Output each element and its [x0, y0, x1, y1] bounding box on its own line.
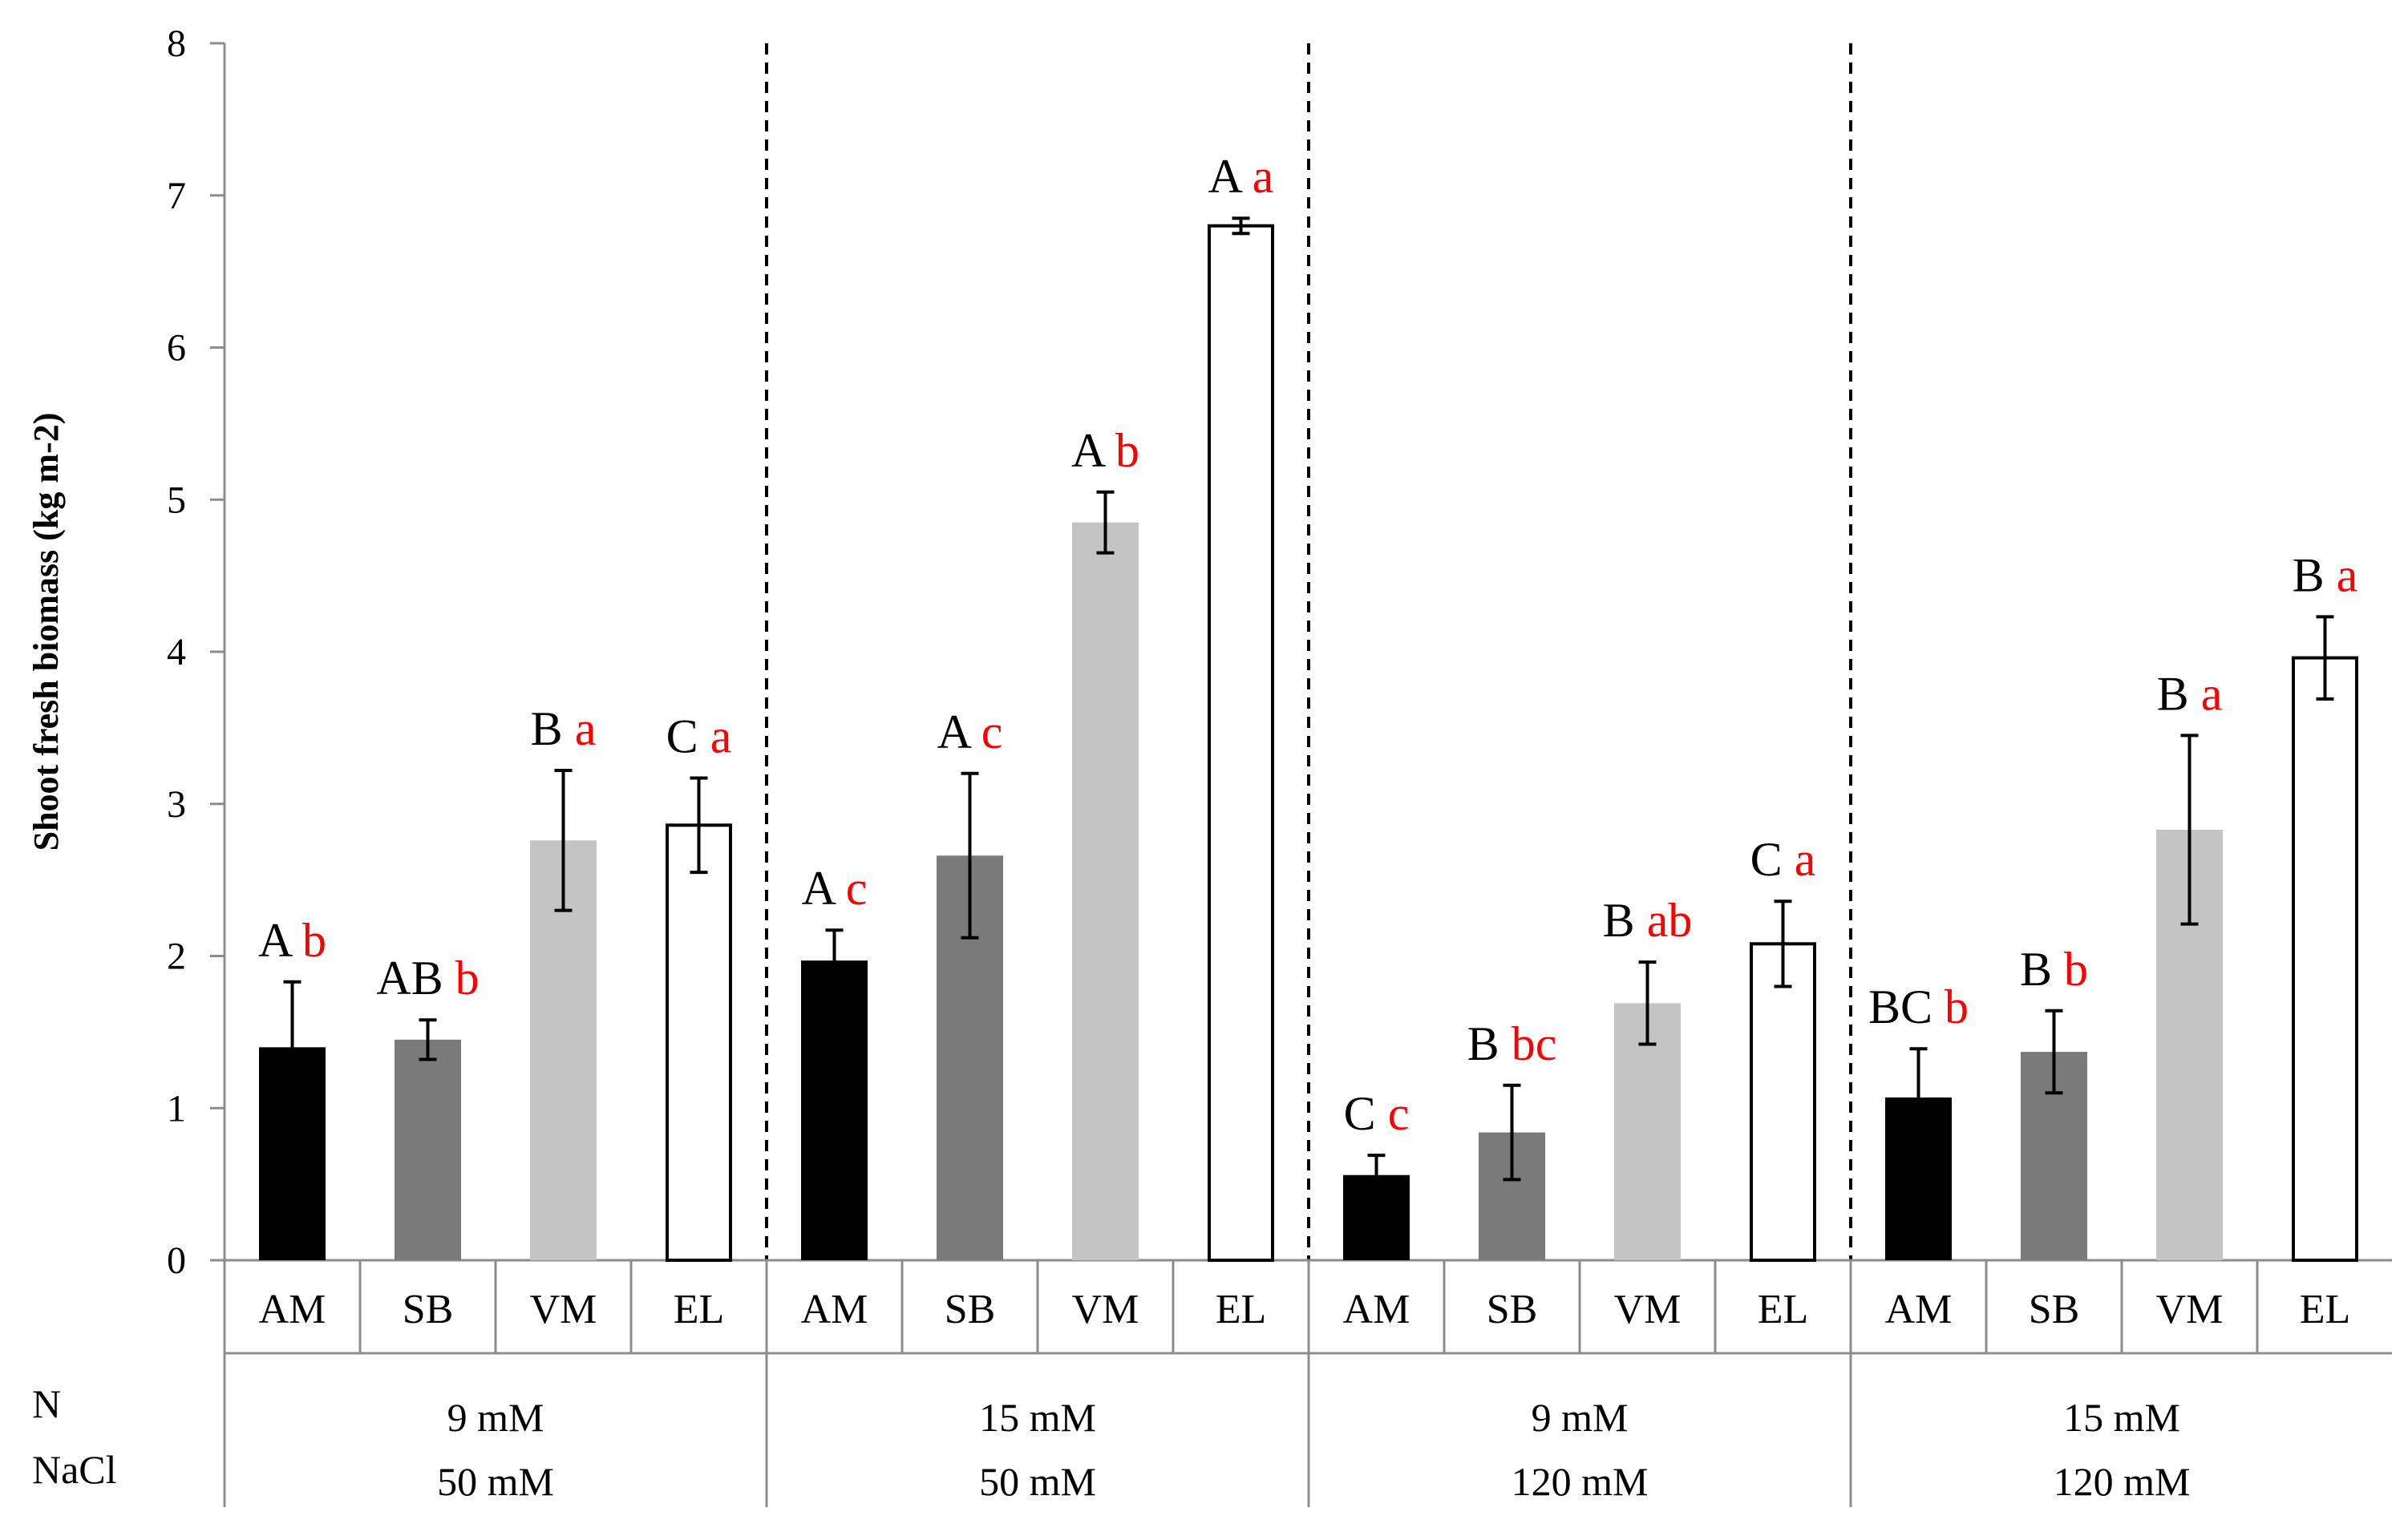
error-bars	[283, 216, 2334, 1197]
group-label-nacl: 50 mM	[437, 1459, 554, 1504]
significance-lower: c	[1388, 1087, 1410, 1140]
bar-el	[1750, 942, 1816, 1262]
significance-lower: a	[710, 709, 732, 762]
significance-lower: bc	[1512, 1017, 1557, 1070]
significance-label: A b	[1071, 424, 1139, 477]
bar-el	[666, 823, 732, 1262]
significance-upper: C	[1344, 1087, 1388, 1140]
category-label-vm: VM	[530, 1287, 597, 1332]
group-label-nacl: 120 mM	[1512, 1459, 1649, 1504]
axes: 0 1 2 3 4 5 6 7 8	[167, 22, 2392, 1507]
bar-vm	[1072, 522, 1139, 1260]
significance-upper: A	[1208, 150, 1253, 203]
category-label-sb: SB	[1487, 1287, 1538, 1332]
significance-lower: a	[2337, 548, 2358, 601]
significance-lower: a	[1795, 833, 1816, 886]
y-tick-label: 2	[167, 936, 186, 978]
significance-lower: a	[1253, 150, 1274, 203]
bars	[259, 224, 2358, 1263]
y-tick-label: 5	[167, 479, 186, 521]
significance-label: A c	[802, 862, 868, 915]
category-label-el: EL	[2300, 1287, 2351, 1332]
significance-label: B bc	[1467, 1017, 1557, 1070]
significance-upper: BC	[1868, 980, 1945, 1033]
significance-upper: A	[802, 862, 846, 915]
significance-label: B a	[2293, 548, 2358, 601]
significance-upper: B	[531, 702, 575, 755]
group-label-n: 9 mM	[1532, 1395, 1629, 1440]
row-label-n: N	[32, 1381, 61, 1426]
significance-lower: ab	[1647, 894, 1693, 947]
significance-label: B ab	[1603, 894, 1693, 947]
significance-label: B a	[531, 702, 597, 755]
significance-upper: C	[1750, 833, 1795, 886]
category-label-am: AM	[1343, 1287, 1410, 1332]
y-tick-label: 7	[167, 175, 186, 217]
bar-el	[1208, 224, 1274, 1263]
category-label-am: AM	[1885, 1287, 1953, 1332]
significance-upper: B	[1467, 1017, 1512, 1070]
bar-el	[2292, 656, 2358, 1262]
significance-label: A c	[937, 705, 1003, 758]
group-label-nacl: 120 mM	[2054, 1459, 2191, 1504]
bar-am	[801, 960, 868, 1260]
separators	[765, 43, 1852, 1260]
significance-lower: b	[1945, 980, 1969, 1033]
significance-label: C a	[666, 709, 732, 762]
category-label-el: EL	[1758, 1287, 1809, 1332]
significance-label: A b	[258, 914, 326, 967]
y-tick-label: 8	[167, 22, 186, 65]
significance-lower: a	[575, 702, 597, 755]
significance-label: C a	[1750, 833, 1816, 886]
category-label-vm: VM	[2156, 1287, 2224, 1332]
category-label-sb: SB	[2029, 1287, 2080, 1332]
significance-upper: B	[2157, 667, 2201, 720]
group-label-n: 15 mM	[2063, 1395, 2180, 1440]
group-label-n: 9 mM	[447, 1395, 544, 1440]
significance-label: B a	[2157, 667, 2223, 720]
significance-label: BC b	[1868, 980, 1969, 1033]
significance-upper: A	[937, 705, 981, 758]
group-label-n: 15 mM	[979, 1395, 1096, 1440]
category-label-sb: SB	[945, 1287, 996, 1332]
group-label-nacl: 50 mM	[979, 1459, 1096, 1504]
significance-upper: A	[1071, 424, 1115, 477]
significance-lower: b	[302, 914, 326, 967]
category-label-el: EL	[1216, 1287, 1267, 1332]
significance-upper: B	[2293, 548, 2337, 601]
significance-label: C c	[1344, 1087, 1410, 1140]
significance-upper: C	[666, 709, 710, 762]
significance-upper: B	[1603, 894, 1647, 947]
significance-lower: b	[2064, 943, 2088, 996]
significance-upper: A	[258, 914, 302, 967]
y-tick-label: 3	[167, 783, 186, 826]
y-tick-label: 1	[167, 1087, 186, 1130]
bar-vm	[1614, 1003, 1681, 1260]
category-label-am: AM	[801, 1287, 868, 1332]
bar-sb	[395, 1039, 461, 1260]
significance-upper: B	[2020, 943, 2064, 996]
significance-lower: b	[1115, 424, 1139, 477]
category-label-vm: VM	[1614, 1287, 1682, 1332]
category-label-vm: VM	[1072, 1287, 1139, 1332]
significance-lower: a	[2201, 667, 2223, 720]
significance-label: AB b	[376, 952, 479, 1005]
significance-label: A a	[1208, 150, 1274, 203]
y-tick-label: 4	[167, 631, 186, 673]
y-tick-label: 6	[167, 327, 186, 370]
category-label-sb: SB	[403, 1287, 454, 1332]
category-label-am: AM	[259, 1287, 326, 1332]
significance-upper: AB	[376, 952, 455, 1005]
category-label-el: EL	[674, 1287, 725, 1332]
significance-lower: c	[846, 862, 868, 915]
significance-label: B b	[2020, 943, 2088, 996]
significance-lower: c	[981, 705, 1003, 758]
y-axis-title: Shoot fresh biomass (kg m-2)	[26, 413, 66, 851]
row-label-nacl: NaCl	[32, 1447, 117, 1492]
significance-lower: b	[455, 952, 480, 1005]
y-tick-label: 0	[167, 1239, 186, 1282]
